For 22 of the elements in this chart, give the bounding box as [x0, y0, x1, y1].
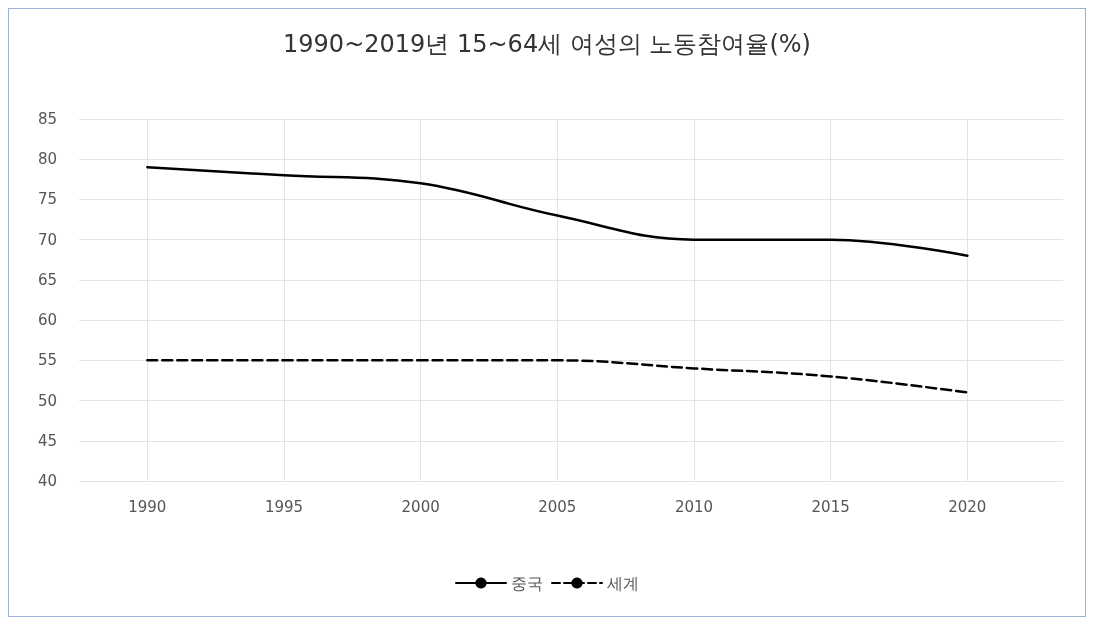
y-tick-label: 50 [37, 391, 57, 410]
x-tick-label: 1995 [264, 497, 304, 516]
chart-title: 1990~2019년 15~64세 여성의 노동참여율(%) [283, 30, 811, 58]
line-series [146, 166, 969, 258]
y-tick-label: 60 [37, 311, 57, 330]
line-series [146, 359, 969, 394]
y-tick-label: 75 [37, 190, 57, 209]
y-tick-label: 80 [37, 150, 57, 169]
legend-label: 세계 [607, 573, 639, 593]
x-tick-label: 2010 [674, 497, 714, 516]
y-tick-label: 55 [37, 351, 57, 370]
y-tick-label: 40 [37, 472, 57, 490]
x-tick-label: 2020 [948, 497, 987, 516]
legend-label: 중국 [511, 573, 543, 593]
x-tick-label: 2015 [811, 497, 850, 516]
x-tick-label: 1990 [128, 497, 167, 516]
x-tick-label: 2000 [401, 497, 440, 516]
y-tick-label: 45 [37, 431, 57, 450]
y-tick-label: 85 [37, 110, 57, 128]
y-tick-label: 65 [37, 270, 57, 289]
y-tick-label: 70 [37, 230, 57, 249]
x-tick-label: 2005 [538, 497, 577, 516]
